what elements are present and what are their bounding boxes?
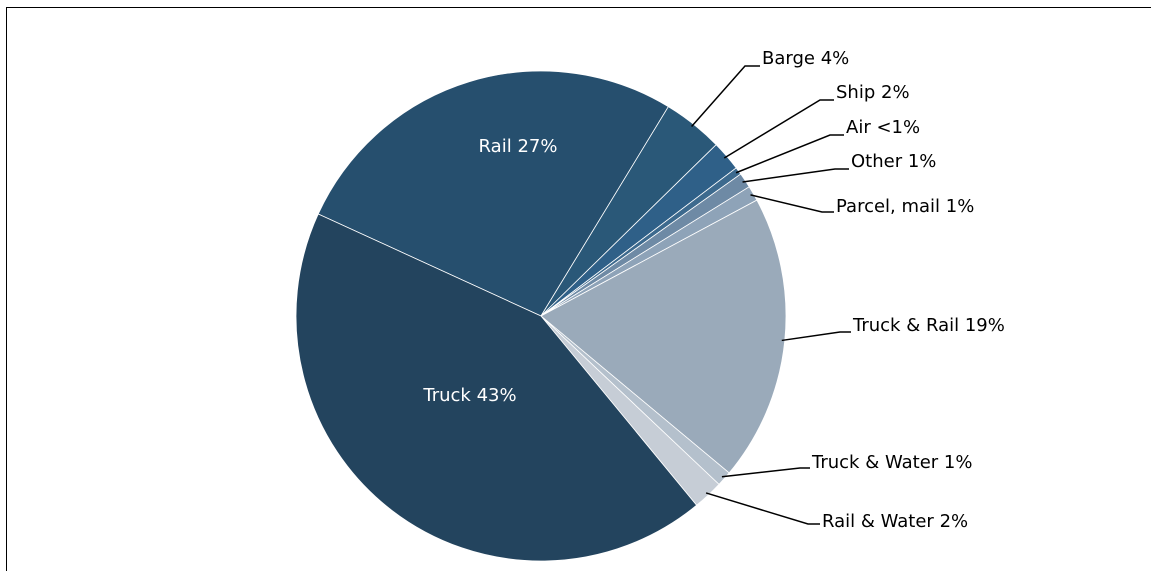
slice-label: Rail 27%: [479, 136, 558, 157]
category-label: Truck: [422, 385, 471, 406]
value-label: 1%: [908, 151, 937, 172]
chart-frame: [6, 7, 1151, 571]
slice-label: Other 1%: [851, 151, 936, 172]
leader-line: [705, 492, 820, 525]
pie-slice: [317, 70, 669, 317]
slice-label: Parcel, mail 1%: [836, 196, 974, 217]
value-label: 1%: [946, 196, 975, 217]
value-label: 27%: [517, 136, 557, 157]
leader-line: [723, 99, 834, 159]
slice-label: Ship 2%: [836, 82, 910, 103]
value-label: 1%: [944, 452, 973, 473]
slice-label: Barge 4%: [762, 48, 849, 69]
leader-line: [721, 467, 810, 478]
value-label: <1%: [876, 117, 920, 138]
category-label: Rail & Water: [822, 511, 934, 532]
category-label: Air: [846, 117, 871, 138]
value-label: 19%: [965, 315, 1005, 336]
leader-line: [691, 65, 760, 128]
category-label: Truck & Rail: [852, 315, 959, 336]
slice-label: Air <1%: [846, 117, 920, 138]
category-label: Ship: [836, 82, 875, 103]
category-label: Other: [851, 151, 903, 172]
value-label: 4%: [821, 48, 850, 69]
category-label: Rail: [479, 136, 512, 157]
category-label: Truck & Water: [811, 452, 939, 473]
category-label: Parcel, mail: [836, 196, 940, 217]
value-label: 43%: [477, 385, 517, 406]
slice-label: Rail & Water 2%: [822, 511, 968, 532]
slice-label: Truck & Rail 19%: [852, 315, 1005, 336]
slice-label: Truck & Water 1%: [811, 452, 972, 473]
pie-slice: [295, 213, 698, 562]
leader-line: [750, 194, 834, 213]
value-label: 2%: [940, 511, 969, 532]
leader-line: [781, 331, 851, 342]
category-label: Barge: [762, 48, 815, 69]
value-label: 2%: [881, 82, 910, 103]
leader-line: [735, 134, 844, 174]
leader-line: [742, 168, 849, 183]
slice-label: Truck 43%: [422, 385, 516, 406]
